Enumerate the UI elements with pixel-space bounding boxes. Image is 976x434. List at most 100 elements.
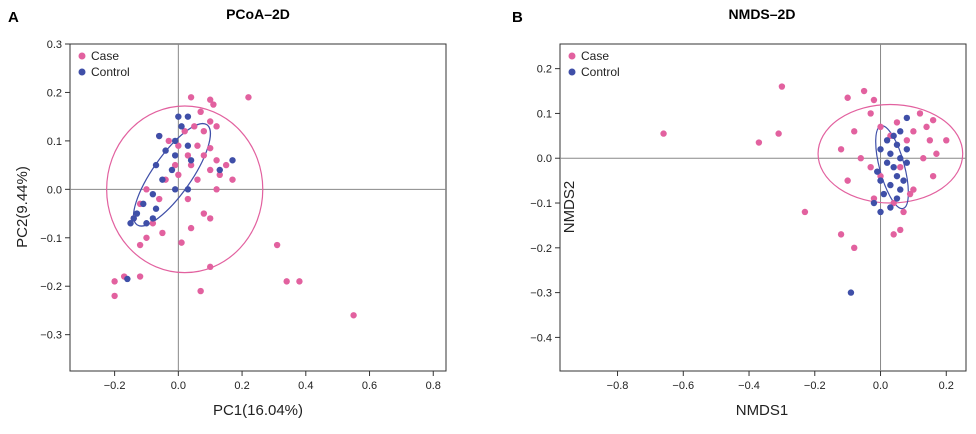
- point-control: [893, 141, 901, 148]
- point-control: [159, 176, 166, 183]
- plot-frame: [69, 43, 447, 372]
- point-control: [887, 181, 894, 189]
- plot-frame: [559, 43, 967, 372]
- x-tick-label: −0.6: [672, 380, 694, 392]
- point-case: [900, 208, 907, 216]
- point-case: [350, 312, 357, 319]
- point-control: [178, 123, 185, 130]
- x-axis-label: NMDS1: [736, 402, 789, 419]
- point-case: [837, 231, 845, 238]
- point-case: [194, 142, 201, 149]
- point-case: [200, 210, 208, 217]
- point-case: [187, 94, 195, 101]
- point-case: [877, 123, 884, 131]
- point-case: [933, 150, 940, 157]
- point-case: [929, 116, 937, 124]
- y-tick-label: −0.2: [530, 243, 552, 255]
- point-control: [847, 289, 855, 296]
- point-case: [851, 128, 858, 135]
- panel-b: B NMDS–2D −0.8 −0.6 −0.4 −0.2 0.0 0.2 0.2 0.1 0.0 −…: [512, 6, 967, 419]
- ellipse-case: [106, 105, 264, 274]
- legend-label-control: Control: [91, 65, 130, 79]
- point-case: [184, 195, 192, 203]
- point-case: [207, 144, 214, 152]
- point-control: [184, 142, 192, 149]
- point-case: [178, 239, 185, 246]
- y-tick-label: 0.1: [537, 108, 552, 120]
- y-tick-label: 0.0: [537, 153, 552, 165]
- point-control: [229, 157, 236, 164]
- point-case: [165, 137, 172, 145]
- x-tick-label: 0.4: [298, 380, 313, 392]
- point-case: [194, 176, 201, 183]
- point-control: [187, 157, 195, 164]
- x-tick-label: 0.0: [171, 380, 186, 392]
- point-case: [867, 163, 874, 171]
- point-case: [929, 172, 937, 180]
- point-control: [900, 177, 907, 184]
- point-case: [245, 94, 252, 101]
- ellipse-case: [817, 103, 964, 204]
- point-case: [897, 226, 904, 234]
- point-control: [893, 195, 901, 202]
- point-case: [207, 96, 214, 103]
- point-case: [229, 176, 236, 183]
- y-tick-label: 0.2: [537, 64, 552, 76]
- point-control: [880, 190, 888, 198]
- point-case: [181, 128, 188, 135]
- point-control: [171, 186, 179, 193]
- point-case: [184, 152, 192, 159]
- y-tick-label: −0.4: [530, 332, 552, 344]
- point-case: [213, 186, 220, 193]
- point-control: [897, 128, 904, 135]
- legend-marker-control: [78, 68, 86, 76]
- point-case: [222, 161, 230, 169]
- point-case: [893, 119, 901, 126]
- point-case: [775, 130, 782, 137]
- point-case: [801, 208, 809, 216]
- point-control: [171, 152, 179, 159]
- point-case: [210, 101, 217, 108]
- point-case: [920, 155, 927, 162]
- point-case: [187, 161, 195, 169]
- point-control: [175, 113, 182, 120]
- point-control: [887, 204, 894, 211]
- x-tick-label: −0.2: [804, 380, 826, 392]
- point-control: [143, 220, 150, 227]
- point-case: [867, 110, 874, 117]
- point-control: [184, 113, 192, 120]
- point-case: [870, 195, 878, 202]
- y-tick-label: −0.3: [40, 330, 62, 342]
- point-control: [149, 215, 157, 222]
- point-case: [283, 278, 290, 285]
- panel-letter: A: [8, 9, 19, 26]
- point-case: [187, 224, 195, 232]
- x-tick-label: 0.2: [939, 380, 954, 392]
- point-control: [152, 205, 160, 212]
- x-tick-label: −0.8: [607, 380, 629, 392]
- point-control: [149, 190, 157, 198]
- point-case: [175, 171, 182, 178]
- point-case: [207, 263, 214, 271]
- y-tick-label: −0.1: [530, 198, 552, 210]
- point-control: [124, 275, 131, 283]
- legend-label-control: Control: [581, 65, 620, 79]
- point-control: [897, 155, 904, 162]
- x-tick-label: 0.0: [873, 380, 888, 392]
- point-case: [870, 96, 878, 104]
- point-case: [197, 287, 204, 295]
- point-control: [156, 132, 163, 140]
- point-case: [851, 244, 858, 252]
- point-case: [923, 123, 930, 131]
- point-case: [213, 157, 220, 164]
- point-case: [143, 234, 150, 241]
- point-control: [897, 186, 904, 193]
- point-case: [111, 278, 118, 285]
- point-case: [877, 172, 884, 180]
- point-case: [897, 163, 904, 171]
- point-control: [883, 137, 891, 144]
- point-case: [916, 110, 924, 117]
- point-control: [152, 161, 160, 169]
- point-control: [877, 208, 884, 216]
- point-control: [874, 168, 881, 175]
